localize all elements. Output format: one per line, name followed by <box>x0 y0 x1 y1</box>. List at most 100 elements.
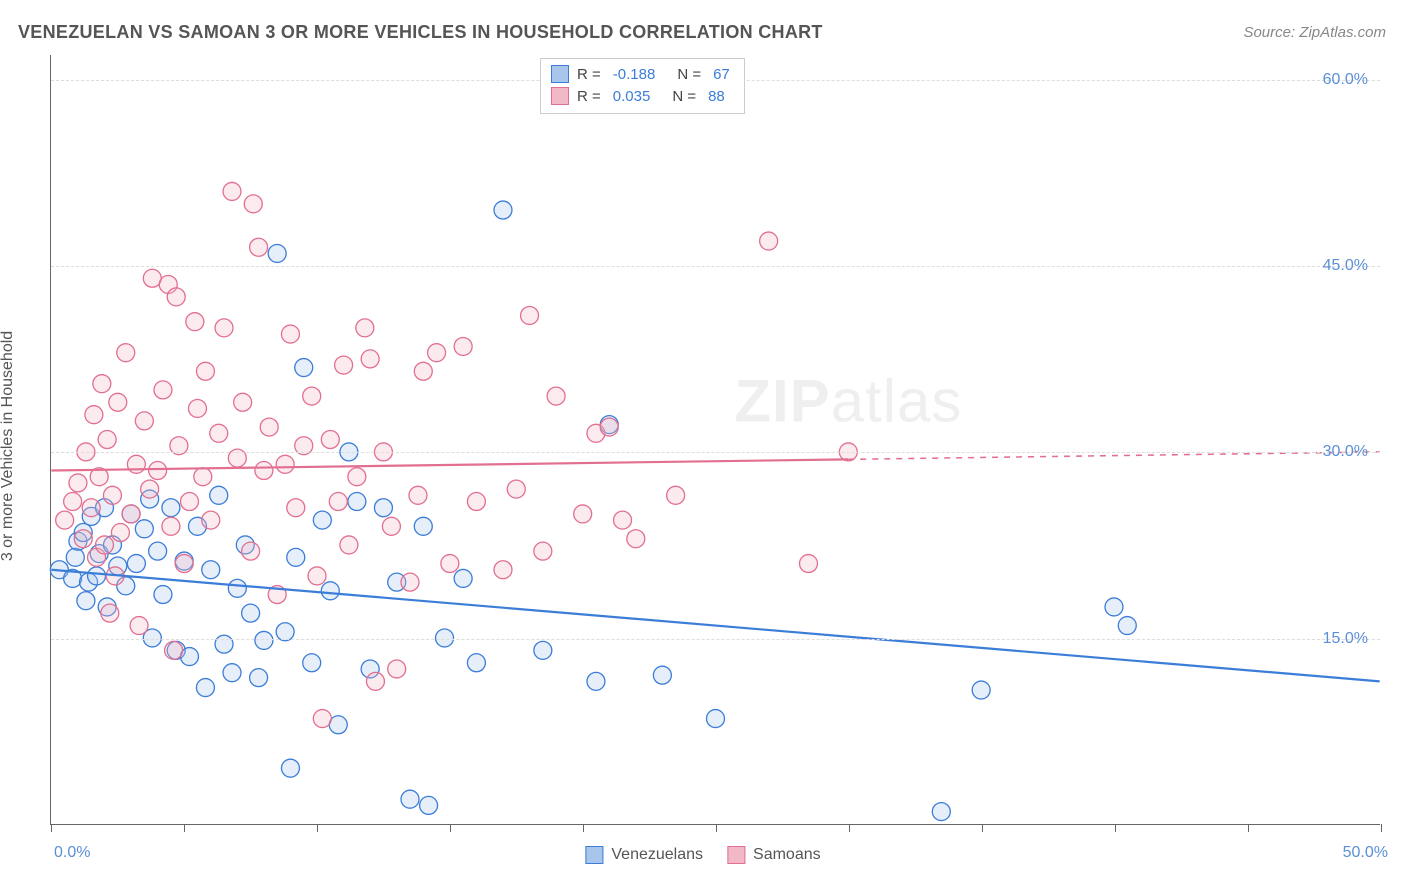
data-point <box>111 524 129 542</box>
data-point <box>135 520 153 538</box>
data-point <box>196 679 214 697</box>
data-point <box>250 238 268 256</box>
data-point <box>244 195 262 213</box>
data-point <box>96 536 114 554</box>
data-point <box>1118 617 1136 635</box>
gridline <box>51 452 1380 453</box>
data-point <box>242 542 260 560</box>
data-point <box>196 362 214 380</box>
trend-line <box>51 570 1379 682</box>
data-point <box>210 486 228 504</box>
data-point <box>228 579 246 597</box>
data-point <box>600 418 618 436</box>
x-tick <box>716 824 717 832</box>
data-point <box>534 641 552 659</box>
data-point <box>574 505 592 523</box>
data-point <box>281 325 299 343</box>
data-point <box>335 356 353 374</box>
data-point <box>467 493 485 511</box>
data-point <box>77 592 95 610</box>
data-point <box>250 669 268 687</box>
data-point <box>64 493 82 511</box>
legend-r-label: R = <box>577 66 601 83</box>
data-point <box>175 555 193 573</box>
data-point <box>117 344 135 362</box>
data-point <box>348 468 366 486</box>
x-tick <box>450 824 451 832</box>
data-point <box>321 582 339 600</box>
data-point <box>361 350 379 368</box>
data-point <box>707 710 725 728</box>
plot-area: ZIPatlas 15.0%30.0%45.0%60.0% <box>50 55 1380 825</box>
data-point <box>494 561 512 579</box>
data-point <box>507 480 525 498</box>
data-point <box>374 499 392 517</box>
data-point <box>167 288 185 306</box>
data-point <box>202 511 220 529</box>
data-point <box>534 542 552 560</box>
data-point <box>454 569 472 587</box>
data-point <box>760 232 778 250</box>
legend-n-label: N = <box>677 66 701 83</box>
data-point <box>181 648 199 666</box>
data-point <box>188 400 206 418</box>
legend-swatch <box>551 87 569 105</box>
y-tick-label: 45.0% <box>1323 257 1368 275</box>
data-point <box>255 631 273 649</box>
data-point <box>329 493 347 511</box>
x-tick <box>51 824 52 832</box>
x-tick <box>184 824 185 832</box>
data-point <box>972 681 990 699</box>
data-point <box>348 493 366 511</box>
data-point <box>653 666 671 684</box>
legend-swatch <box>727 846 745 864</box>
data-point <box>135 412 153 430</box>
y-tick-label: 15.0% <box>1323 630 1368 648</box>
data-point <box>313 710 331 728</box>
data-point <box>401 573 419 591</box>
data-point <box>194 468 212 486</box>
data-point <box>242 604 260 622</box>
data-point <box>366 672 384 690</box>
data-point <box>202 561 220 579</box>
data-point <box>356 319 374 337</box>
y-tick-label: 30.0% <box>1323 443 1368 461</box>
source-attribution: Source: ZipAtlas.com <box>1243 24 1386 41</box>
gridline <box>51 639 1380 640</box>
data-point <box>409 486 427 504</box>
data-point <box>223 664 241 682</box>
y-tick-label: 60.0% <box>1323 71 1368 89</box>
y-axis-label: 3 or more Vehicles in Household <box>0 331 17 561</box>
data-point <box>287 548 305 566</box>
data-point <box>234 393 252 411</box>
data-point <box>303 387 321 405</box>
data-point <box>303 654 321 672</box>
data-point <box>141 480 159 498</box>
data-point <box>154 586 172 604</box>
series-legend-item: Samoans <box>727 846 821 864</box>
data-point <box>186 313 204 331</box>
data-point <box>276 455 294 473</box>
data-point <box>287 499 305 517</box>
legend-r-label: R = <box>577 88 601 105</box>
data-point <box>127 455 145 473</box>
data-point <box>388 660 406 678</box>
data-point <box>69 474 87 492</box>
data-point <box>109 393 127 411</box>
data-point <box>74 530 92 548</box>
trend-line <box>51 459 848 470</box>
data-point <box>143 269 161 287</box>
correlation-legend-row: R =-0.188N =67 <box>551 63 734 85</box>
data-point <box>414 362 432 380</box>
x-tick <box>583 824 584 832</box>
data-point <box>122 505 140 523</box>
data-point <box>85 406 103 424</box>
data-point <box>101 604 119 622</box>
correlation-legend-row: R =0.035N =88 <box>551 85 734 107</box>
data-point <box>215 319 233 337</box>
data-point <box>223 182 241 200</box>
series-legend: VenezuelansSamoans <box>585 846 820 864</box>
data-point <box>66 548 84 566</box>
data-point <box>281 759 299 777</box>
data-point <box>627 530 645 548</box>
